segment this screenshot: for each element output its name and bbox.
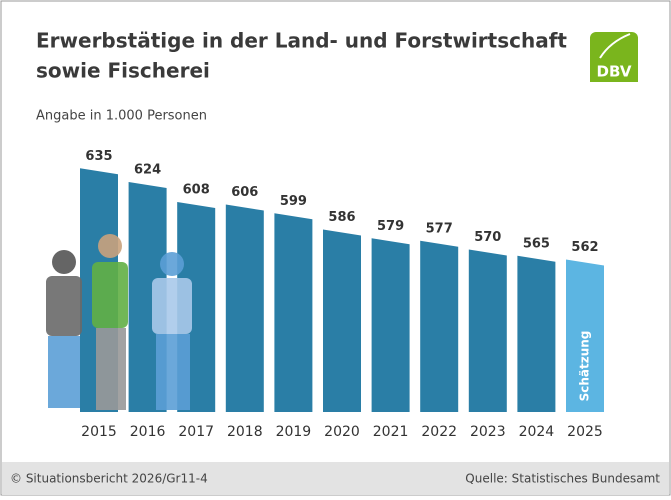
footer-bar <box>2 462 669 495</box>
chart-title: Erwerbstätige in der Land- und Forstwirt… <box>36 29 567 53</box>
value-label: 562 <box>571 240 598 255</box>
x-tick-label: 2015 <box>81 424 117 440</box>
value-label: 570 <box>474 230 501 245</box>
annotation: Schätzung <box>578 331 592 402</box>
x-tick-label: 2016 <box>130 424 166 440</box>
value-label: 599 <box>280 194 307 209</box>
bar <box>371 238 410 412</box>
bar <box>225 204 264 412</box>
value-label: 577 <box>426 221 453 236</box>
x-tick-label: 2019 <box>276 424 312 440</box>
x-tick-label: 2017 <box>178 424 214 440</box>
bar <box>323 229 361 412</box>
chart-subtitle: Angabe in 1.000 Personen <box>36 109 207 124</box>
x-tick-label: 2020 <box>324 424 360 440</box>
x-tick-label: 2022 <box>421 424 457 440</box>
bar <box>274 213 313 412</box>
value-label: 635 <box>85 149 112 164</box>
value-label: 579 <box>377 219 404 234</box>
value-label: 624 <box>134 163 161 178</box>
people-illustration <box>46 234 192 410</box>
x-tick-label: 2021 <box>373 424 409 440</box>
x-tick-label: 2018 <box>227 424 263 440</box>
logo-shape <box>590 32 638 82</box>
bar <box>468 249 507 412</box>
footer-right: Quelle: Statistisches Bundesamt <box>465 472 660 486</box>
footer-left: © Situationsbericht 2026/Gr11-4 <box>10 472 208 486</box>
bar <box>517 255 556 412</box>
value-label: 608 <box>183 183 210 198</box>
value-label: 586 <box>328 210 355 225</box>
x-tick-label: 2023 <box>470 424 506 440</box>
value-label: 565 <box>523 236 550 251</box>
x-tick-label: 2025 <box>567 424 603 440</box>
logo-leaf <box>599 33 631 59</box>
bar <box>566 259 604 412</box>
x-tick-label: 2024 <box>519 424 555 440</box>
value-label: 606 <box>231 185 258 200</box>
chart-title: sowie Fischerei <box>36 59 210 83</box>
bar <box>420 240 459 412</box>
logo-text: DBV <box>597 63 632 81</box>
